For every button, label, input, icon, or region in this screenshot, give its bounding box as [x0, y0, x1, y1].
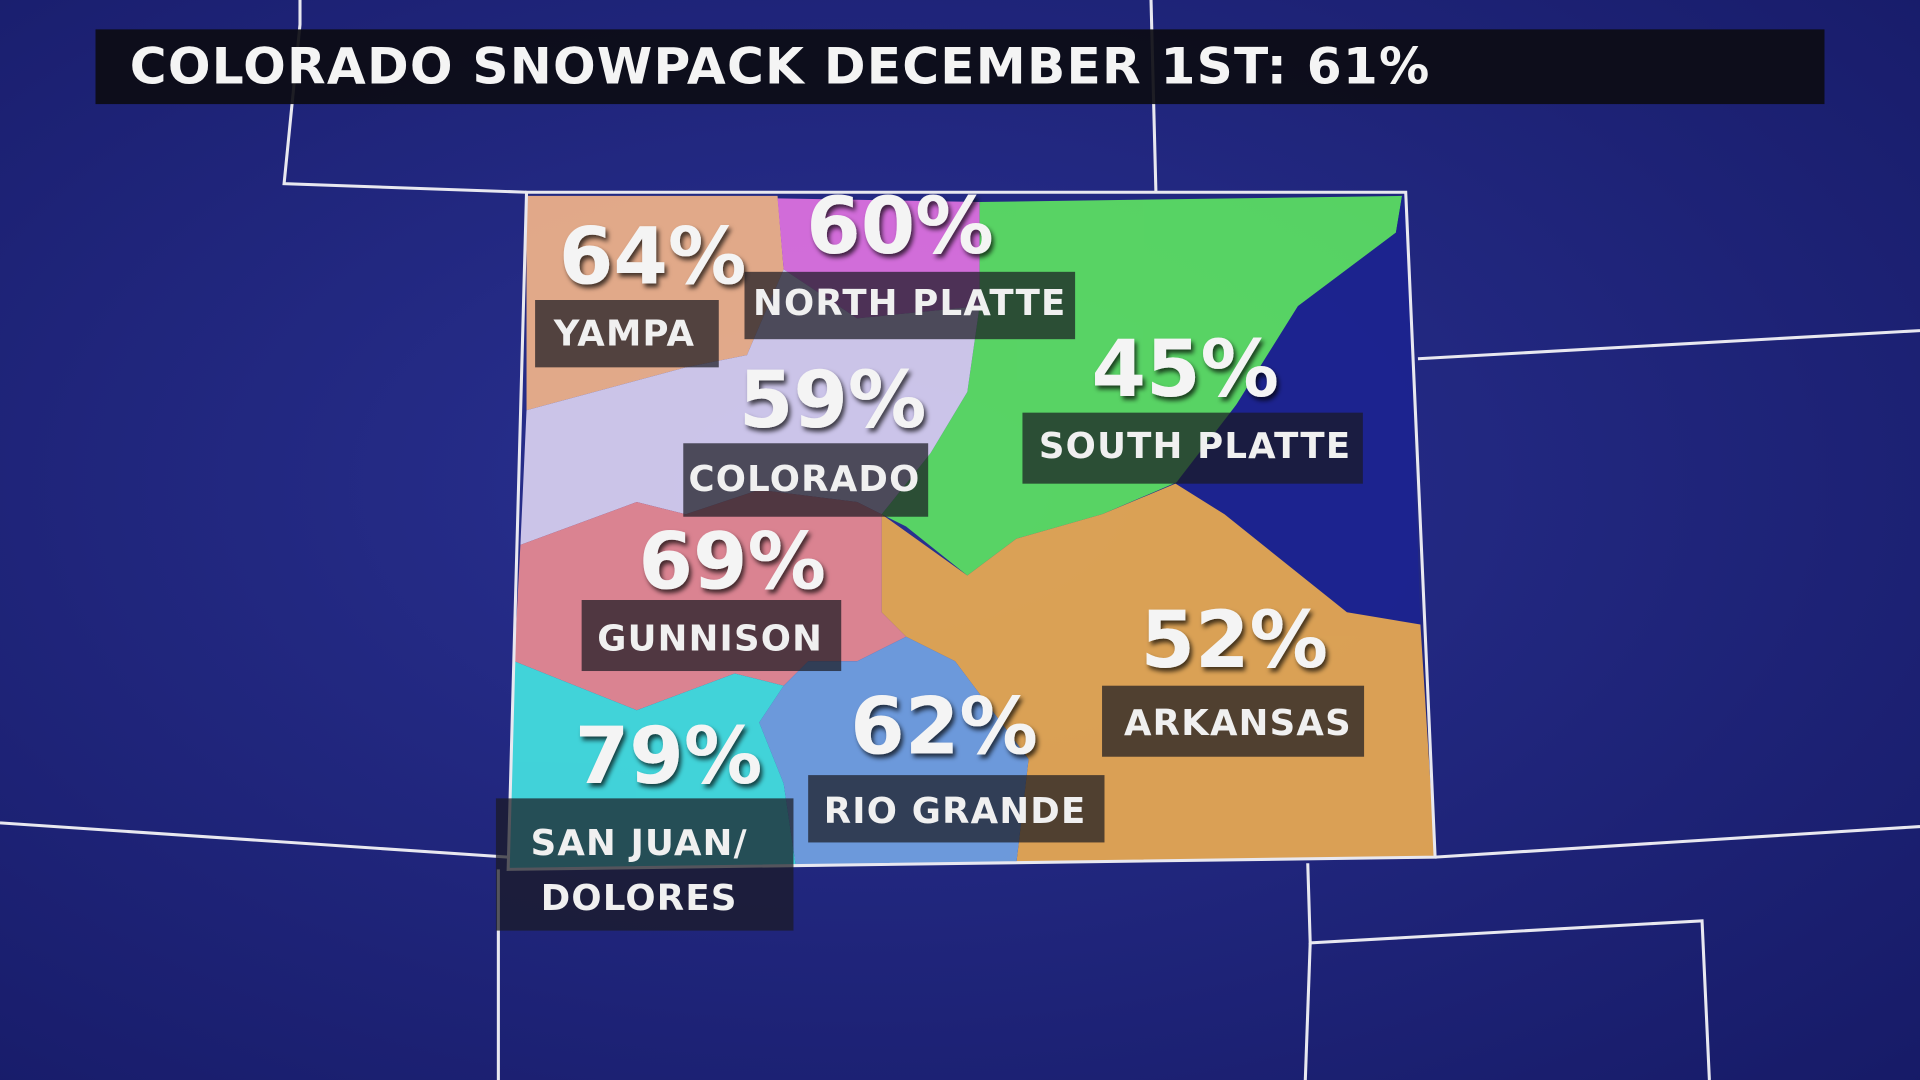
basin-percent: 60% — [806, 181, 994, 272]
basin-labels: YAMPA 64%NORTH PLATTE 60% COLORADO 59% SOUTH … — [495, 181, 1365, 931]
basin-name: YAMPA — [553, 314, 695, 355]
basin-name: NORTH PLATTE — [753, 283, 1066, 324]
basin-percent: 64% — [559, 212, 747, 303]
basin-name: ARKANSAS — [1124, 703, 1352, 744]
name-box — [808, 775, 1105, 843]
basin-percent: 45% — [1092, 324, 1280, 415]
basin-percent: 79% — [575, 711, 763, 802]
name-box — [535, 300, 719, 368]
name-box — [1102, 685, 1365, 757]
name-box — [495, 798, 794, 931]
basin-name: COLORADO — [688, 459, 920, 500]
basin-percent: 62% — [850, 682, 1038, 773]
title: COLORADO SNOWPACK DECEMBER 1ST: 61% — [130, 36, 1431, 95]
name-box — [581, 600, 842, 672]
basin-name: RIO GRANDE — [824, 791, 1087, 832]
northeast-region — [1175, 192, 1421, 625]
name-box — [1022, 412, 1363, 484]
name-box — [744, 271, 1076, 340]
basin-percent: 59% — [739, 355, 927, 446]
basin-name: DOLORES — [541, 878, 738, 919]
title-bar — [95, 29, 1825, 105]
basin-name: SOUTH PLATTE — [1039, 426, 1351, 467]
basin-percent: 69% — [638, 516, 826, 607]
colorado-border — [506, 190, 1437, 871]
basin-name: SAN JUAN/ — [531, 823, 748, 864]
name-box — [683, 443, 929, 517]
arkansas-region — [881, 483, 1436, 864]
basin-name: GUNNISON — [597, 618, 823, 659]
basin-percent: 52% — [1141, 595, 1329, 686]
